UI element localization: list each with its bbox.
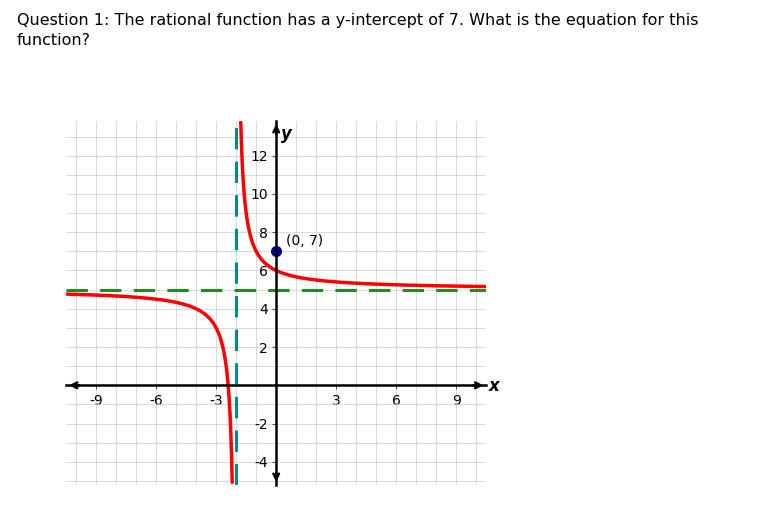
Text: y: y xyxy=(281,125,292,143)
Text: Question 1: The rational function has a y-intercept of 7. What is the equation f: Question 1: The rational function has a … xyxy=(17,13,699,28)
Text: x: x xyxy=(489,377,499,395)
Text: function?: function? xyxy=(17,33,91,48)
Text: (0, 7): (0, 7) xyxy=(286,234,324,248)
